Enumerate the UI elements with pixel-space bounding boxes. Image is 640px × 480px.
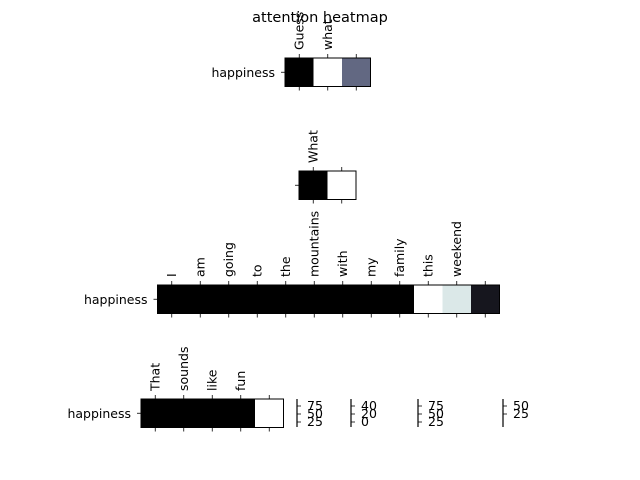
colorbar-tick-label: 0	[361, 414, 369, 429]
heatmap-cell	[300, 285, 329, 314]
heatmap-cell	[169, 399, 199, 428]
token-label: family	[392, 238, 407, 277]
heatmap-cell	[226, 399, 256, 428]
heatmap-cell	[214, 285, 244, 314]
colorbar-tick-label: 75	[307, 398, 323, 413]
heatmap-cell	[255, 399, 284, 428]
chart-title: attention heatmap	[252, 10, 388, 26]
token-label: to	[249, 264, 264, 277]
heatmap-cell	[327, 171, 357, 200]
colorbar-tick-label: 25	[307, 414, 323, 429]
heatmap-cell	[299, 171, 328, 200]
token-label: Guess	[291, 12, 306, 50]
heatmap-panel: Guess what happiness	[211, 12, 371, 91]
token-label: my	[363, 257, 378, 277]
token-label: going	[221, 242, 236, 277]
heatmap-cell	[442, 285, 472, 314]
token-label: am	[192, 257, 207, 277]
colorbar-tick-label: 50	[307, 406, 323, 421]
colorbar-tick-label: 40	[361, 398, 377, 413]
heatmap-cell	[357, 285, 386, 314]
heatmap-cell	[414, 285, 443, 314]
token-label: I	[164, 273, 179, 277]
heatmap-cell	[471, 285, 500, 314]
heatmap-panel: What	[295, 130, 357, 204]
token-label: fun	[233, 371, 248, 391]
heatmap-panels: Guess what happiness What I am going to the mount…	[67, 12, 500, 432]
heatmap-panel: That sounds like fun happiness	[67, 347, 284, 432]
colorbar-tick-label: 25	[513, 406, 529, 421]
token-label: like	[204, 369, 219, 391]
heatmap-cell	[186, 285, 215, 314]
heatmap-cell	[198, 399, 227, 428]
token-label: with	[335, 250, 350, 277]
heatmap-cell	[385, 285, 415, 314]
colorbar-tick-label: 50	[428, 406, 444, 421]
colorbar-tick-label: 25	[428, 414, 444, 429]
heatmap-cell	[285, 58, 314, 87]
heatmap-cell	[313, 58, 343, 87]
token-label: weekend	[449, 221, 464, 277]
colorbar-tick-label: 75	[428, 398, 444, 413]
row-label: happiness	[211, 65, 275, 80]
row-label: happiness	[67, 406, 131, 421]
token-label: That	[147, 363, 162, 392]
token-label: What	[305, 130, 320, 163]
colorbar-tick-label: 20	[361, 406, 377, 421]
heatmap-cell	[328, 285, 358, 314]
token-label: sounds	[176, 347, 191, 391]
heatmap-cell	[271, 285, 301, 314]
token-label: the	[278, 256, 293, 277]
row-label: happiness	[84, 292, 148, 307]
token-label: what	[320, 19, 335, 50]
token-label: mountains	[306, 211, 321, 277]
token-label: this	[420, 254, 435, 277]
colorbar-tick-label: 50	[513, 398, 529, 413]
heatmap-cell	[157, 285, 187, 314]
heatmap-cell	[141, 399, 170, 428]
heatmap-cell	[243, 285, 272, 314]
heatmap-cell	[342, 58, 371, 87]
